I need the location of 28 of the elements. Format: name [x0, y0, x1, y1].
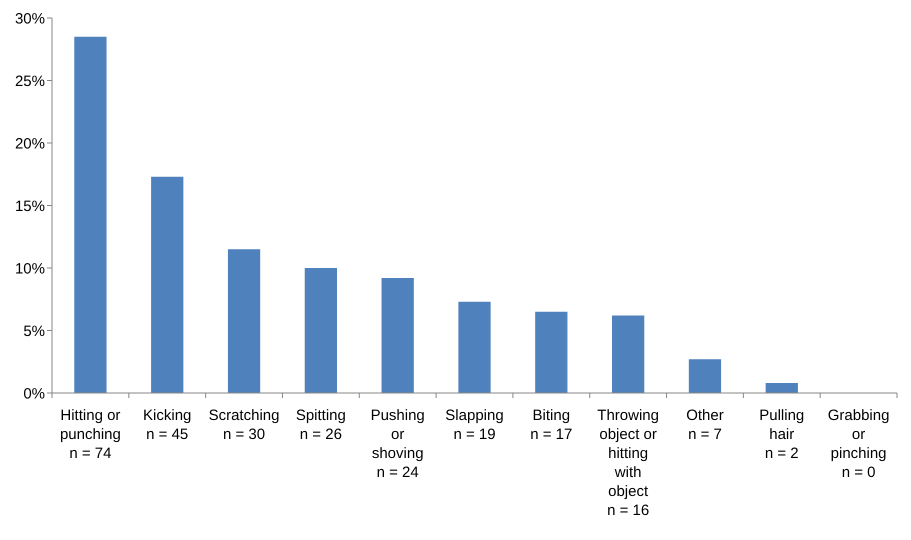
bar — [304, 268, 337, 393]
bar — [535, 312, 568, 393]
bar — [612, 316, 644, 393]
bar — [74, 36, 107, 393]
y-tick-label: 10% — [14, 260, 45, 278]
y-tick-label: 0% — [23, 385, 45, 402]
x-tick-label: Other n = 7 — [686, 407, 724, 443]
bar — [151, 176, 184, 393]
bar — [766, 383, 798, 393]
x-tick-label: Throwing object or hitting with object n = 16 — [597, 407, 659, 519]
x-tick-label: Grabbing or pinching n = 0 — [828, 407, 890, 481]
y-tick-label: 5% — [23, 322, 45, 340]
bar — [458, 302, 491, 393]
x-tick-label: Biting n = 17 — [530, 407, 572, 443]
x-tick-label: Slapping n = 19 — [445, 407, 504, 443]
y-tick-label: 20% — [14, 135, 45, 152]
x-tick-label: Kicking n = 45 — [143, 407, 192, 443]
y-tick-label: 25% — [14, 72, 45, 90]
x-tick-label: Pulling hair n = 2 — [759, 407, 804, 462]
x-tick-label: Spitting n = 26 — [296, 407, 346, 443]
bar — [688, 359, 722, 393]
x-tick-label: Scratching n = 30 — [208, 407, 280, 443]
x-tick-label: Hitting or punching n = 74 — [60, 407, 121, 462]
y-tick-label: 15% — [14, 198, 45, 215]
bar — [382, 278, 414, 393]
y-tick-label: 30% — [14, 10, 45, 28]
x-tick-label: Pushing or shoving n = 24 — [370, 407, 425, 481]
bar — [228, 249, 260, 393]
